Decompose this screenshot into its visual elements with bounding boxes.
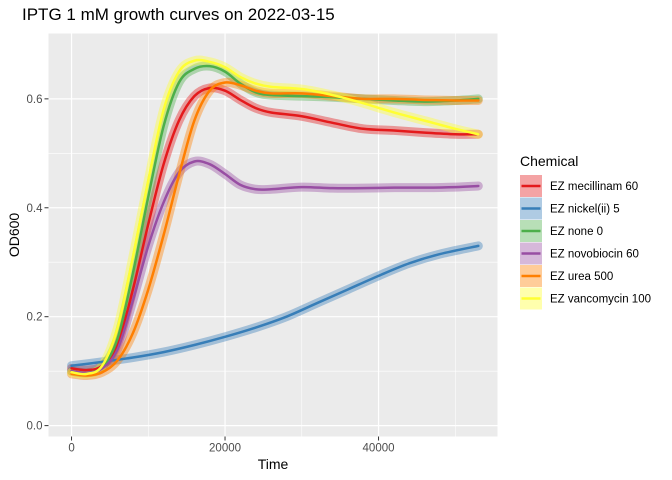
y-tick-label: 0.6 bbox=[27, 94, 43, 106]
series-line-ez-mecillinam-60 bbox=[70, 86, 480, 372]
axis-ticks bbox=[44, 98, 380, 441]
x-tick-label: 0 bbox=[68, 443, 74, 455]
legend-label: EZ nickel(ii) 5 bbox=[550, 204, 620, 216]
legend-label: EZ urea 500 bbox=[550, 271, 613, 283]
x-axis-label: Time bbox=[258, 456, 289, 472]
x-tick-label: 20000 bbox=[209, 443, 241, 455]
legend-label: EZ none 0 bbox=[550, 226, 603, 238]
legend-label: EZ novobiocin 60 bbox=[550, 249, 639, 261]
series-line-ez-nickel-ii-5 bbox=[70, 244, 480, 367]
chart-title: IPTG 1 mM growth curves on 2022-03-15 bbox=[22, 5, 335, 24]
y-axis-label: OD600 bbox=[6, 213, 22, 258]
legend-label: EZ mecillinam 60 bbox=[550, 181, 638, 193]
x-tick-label: 40000 bbox=[363, 443, 395, 455]
legend-label: EZ vancomycin 100 bbox=[550, 294, 651, 306]
legend-title: Chemical bbox=[520, 153, 578, 169]
y-tick-label: 0.2 bbox=[27, 312, 43, 324]
series-line-ez-novobiocin-60 bbox=[70, 159, 480, 375]
series-line-ez-urea-500 bbox=[70, 81, 480, 377]
legend: Chemical EZ mecillinam 60 EZ nickel(ii) 5… bbox=[520, 153, 651, 310]
y-tick-label: 0.0 bbox=[27, 421, 43, 433]
axis-tick-labels: 0 20000 40000 0.0 0.2 0.4 0.6 bbox=[27, 94, 395, 455]
y-tick-label: 0.4 bbox=[27, 203, 44, 215]
series-line-ez-vancomycin-100 bbox=[70, 58, 480, 376]
series-lines bbox=[70, 58, 480, 377]
